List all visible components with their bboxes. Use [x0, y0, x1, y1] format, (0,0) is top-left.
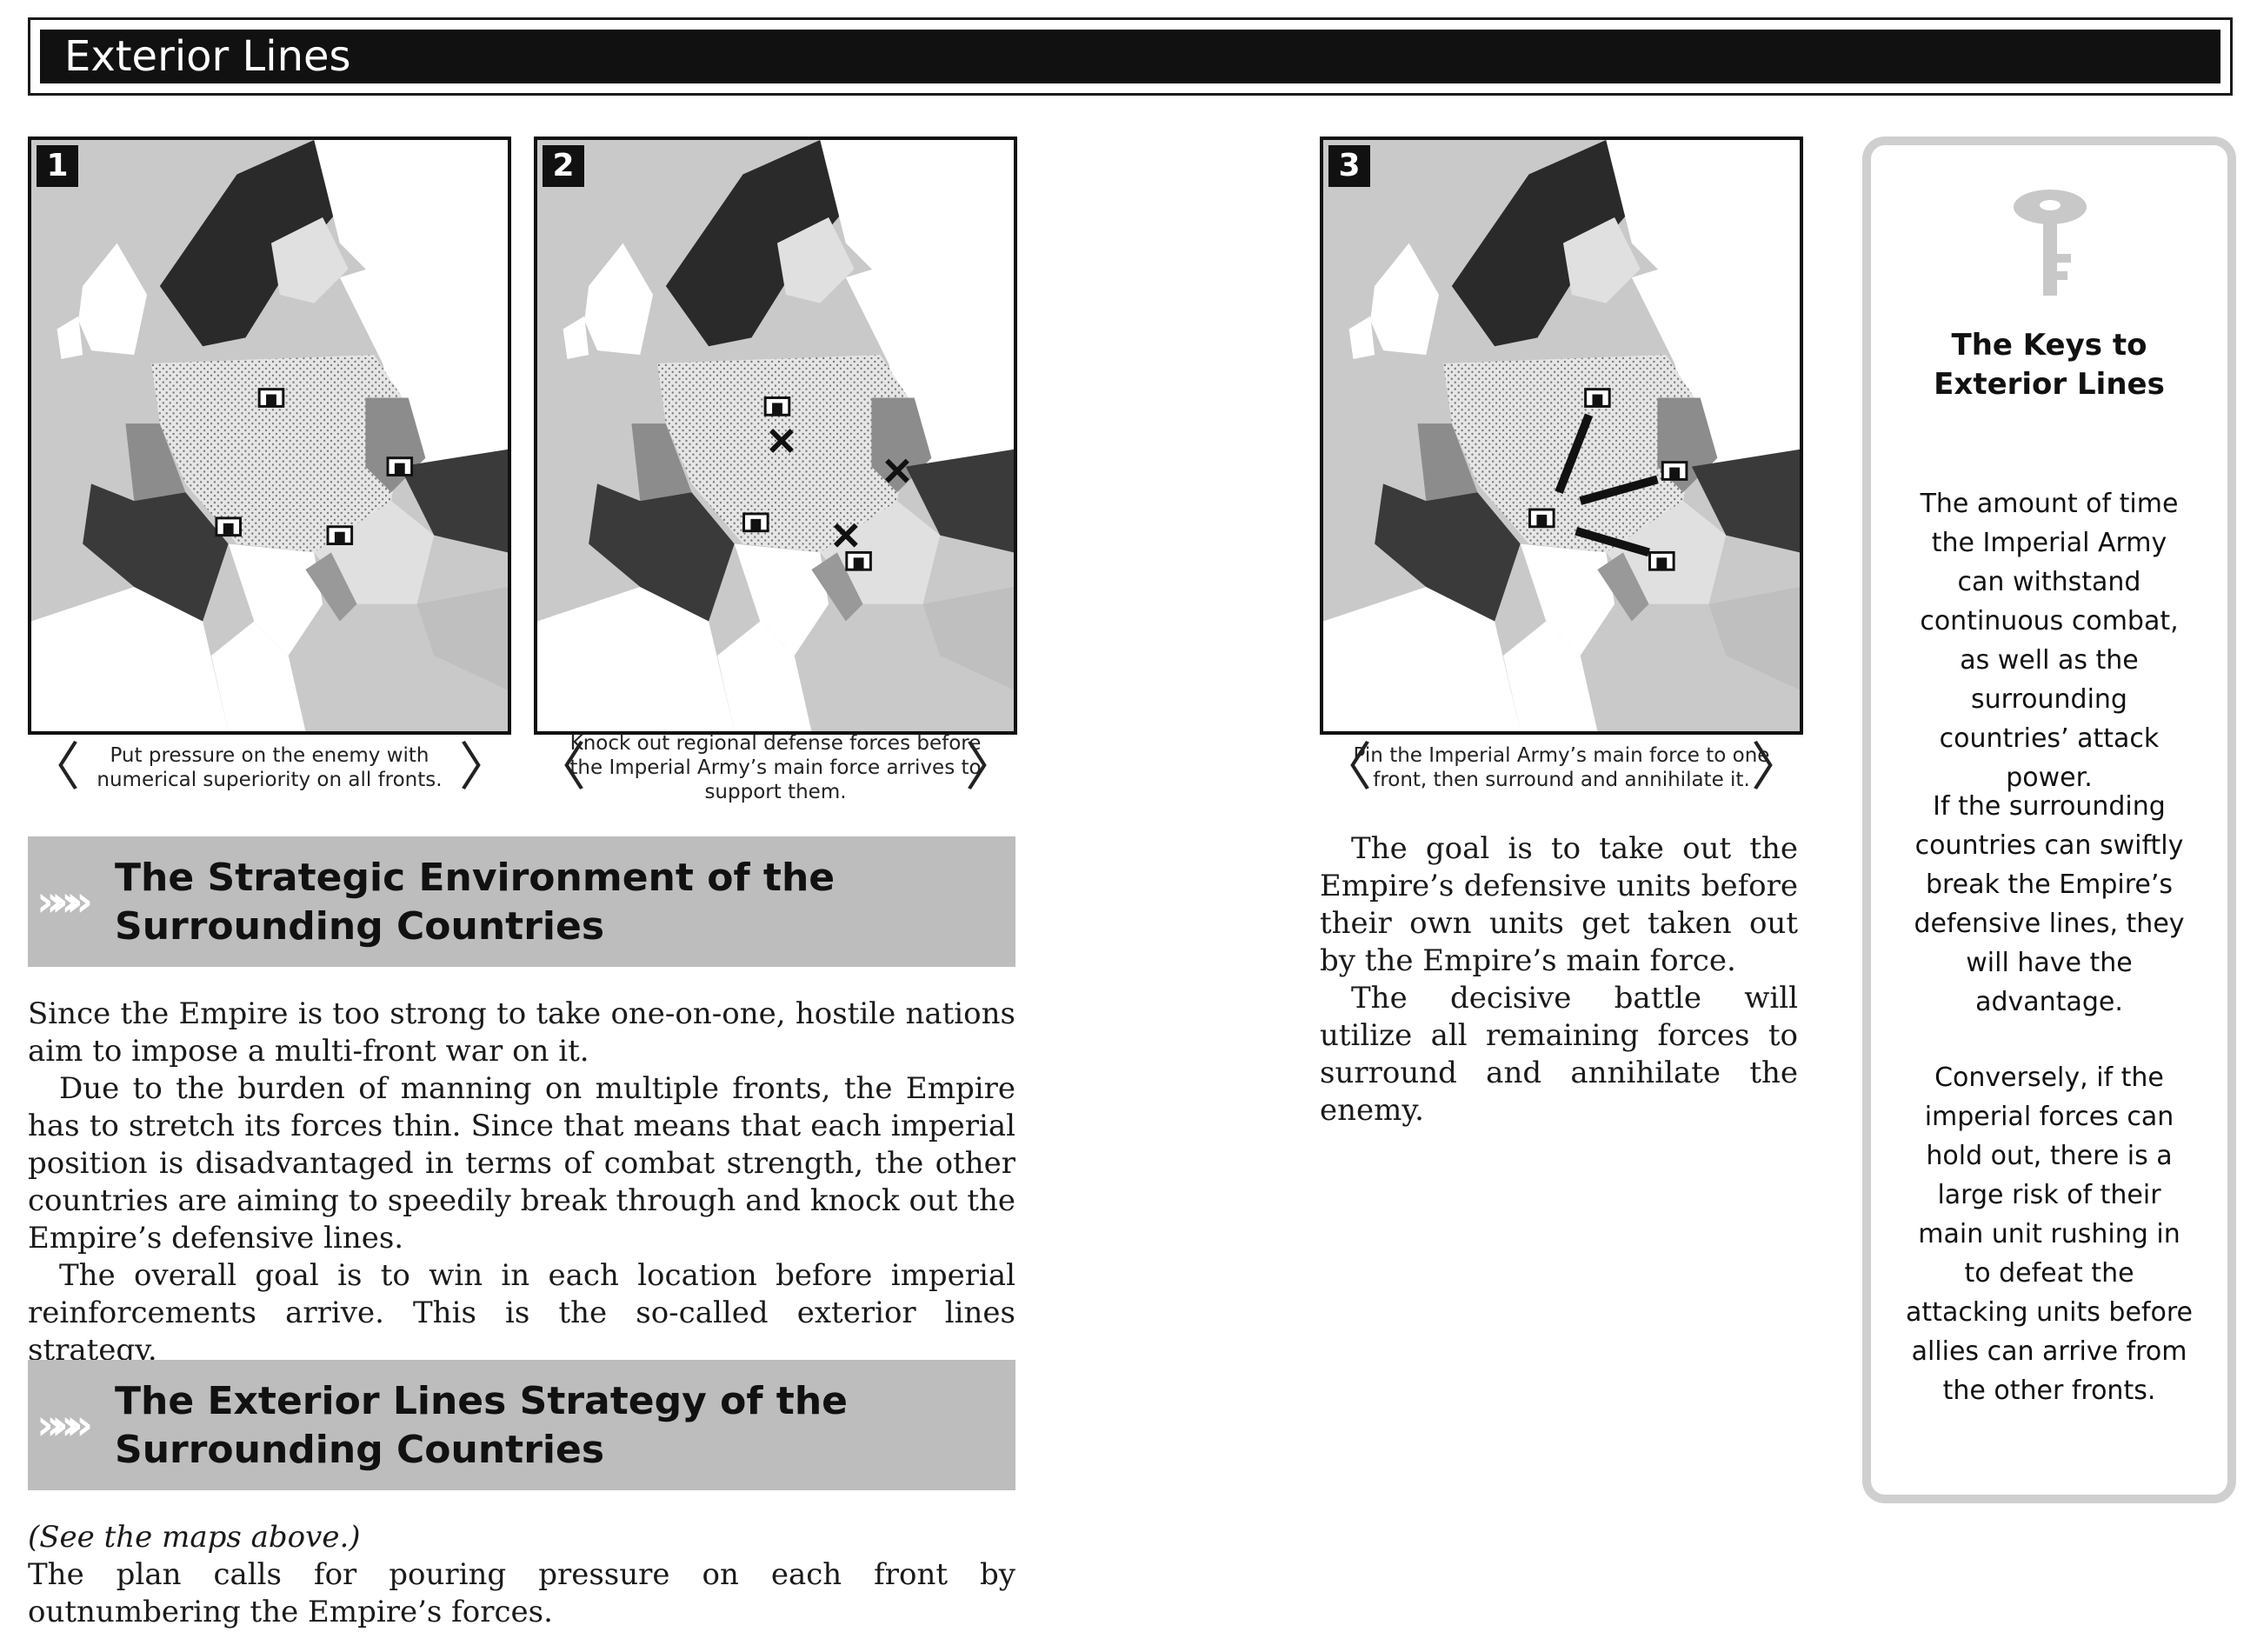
section-title: The Strategic Environment of the Surroun… — [115, 856, 836, 949]
unit-marker — [257, 388, 285, 408]
caption-bracket-right: 〉 — [965, 737, 1017, 798]
europe-map-2 — [537, 140, 1014, 731]
map-caption-1: 〈 Put pressure on the enemy with numeric… — [28, 741, 511, 795]
caption-text: Pin the Imperial Army’s main force to on… — [1353, 744, 1770, 791]
sidebar-paragraph: The amount of time the Imperial Army can… — [1920, 489, 2179, 793]
caption-bracket-right: 〉 — [459, 737, 511, 798]
attack-arrow — [1579, 475, 1659, 505]
column-3-body: The goal is to take out the Empire’s def… — [1320, 830, 1798, 1129]
section-2-body: (See the maps above.) The plan calls for… — [28, 1519, 1015, 1631]
sidebar-paragraph: If the surrounding countries can swiftly… — [1914, 791, 2185, 1017]
map-number: 2 — [543, 145, 584, 187]
chevron-icon: »»» — [37, 1401, 93, 1449]
europe-map-1 — [31, 140, 508, 731]
caption-bracket-left: 〈 — [1320, 737, 1372, 798]
page-title: Exterior Lines — [40, 30, 2220, 83]
unit-marker — [1648, 550, 1675, 571]
map-number: 1 — [37, 145, 78, 187]
caption-text: Knock out regional defense forces before… — [569, 732, 982, 803]
unit-marker — [386, 456, 414, 476]
sidebar-paragraph: Conversely, if the imperial forces can h… — [1906, 1062, 2193, 1406]
section-heading-2: »»» The Exterior Lines Strategy of the S… — [28, 1360, 1015, 1490]
unit-marker — [742, 512, 769, 533]
paragraph: Since the Empire is too strong to take o… — [28, 996, 1015, 1069]
section-title: The Exterior Lines Strategy of the Surro… — [115, 1379, 849, 1472]
section-heading-1: »»» The Strategic Environment of the Sur… — [28, 836, 1015, 967]
europe-map-3 — [1323, 140, 1800, 731]
attack-arrow — [1575, 526, 1650, 557]
caption-bracket-left: 〈 — [28, 737, 80, 798]
unit-marker — [1584, 388, 1611, 408]
caption-bracket-left: 〈 — [534, 737, 586, 798]
caption-text: Put pressure on the enemy with numerical… — [97, 744, 443, 791]
see-maps-note: (See the maps above.) — [28, 1520, 361, 1555]
chevron-icon: »»» — [37, 877, 93, 926]
caption-bracket-right: 〉 — [1751, 737, 1803, 798]
key-icon — [2014, 190, 2087, 296]
title-frame: Exterior Lines — [28, 17, 2233, 96]
map-caption-3: 〈 Pin the Imperial Army’s main force to … — [1320, 741, 1803, 795]
map-panel-2: 2 — [534, 137, 1017, 735]
paragraph: The decisive battle will utilize all rem… — [1320, 981, 1798, 1128]
attack-arrow — [1555, 413, 1594, 495]
sidebar-title: The Keys to Exterior Lines — [1934, 328, 2165, 402]
unit-marker — [1661, 461, 1688, 481]
unit-marker — [215, 516, 242, 537]
paragraph: The goal is to take out the Empire’s def… — [1320, 831, 1798, 978]
map-panel-3: 3 — [1320, 137, 1803, 735]
map-panel-1: 1 — [28, 137, 511, 735]
map-number: 3 — [1328, 145, 1370, 187]
unit-marker — [845, 550, 872, 571]
paragraph: The overall goal is to win in each locat… — [28, 1258, 1015, 1368]
keys-sidebar: The Keys to Exterior Lines The amount of… — [1862, 137, 2236, 1503]
map-caption-2: 〈 Knock out regional defense forces befo… — [534, 732, 1017, 803]
section-1-body: Since the Empire is too strong to take o… — [28, 996, 1015, 1369]
unit-marker — [326, 525, 354, 546]
unit-marker — [1528, 508, 1555, 529]
unit-marker — [763, 396, 791, 416]
paragraph: The plan calls for pouring pressure on e… — [28, 1557, 1015, 1629]
paragraph: Due to the burden of manning on multiple… — [28, 1071, 1015, 1256]
